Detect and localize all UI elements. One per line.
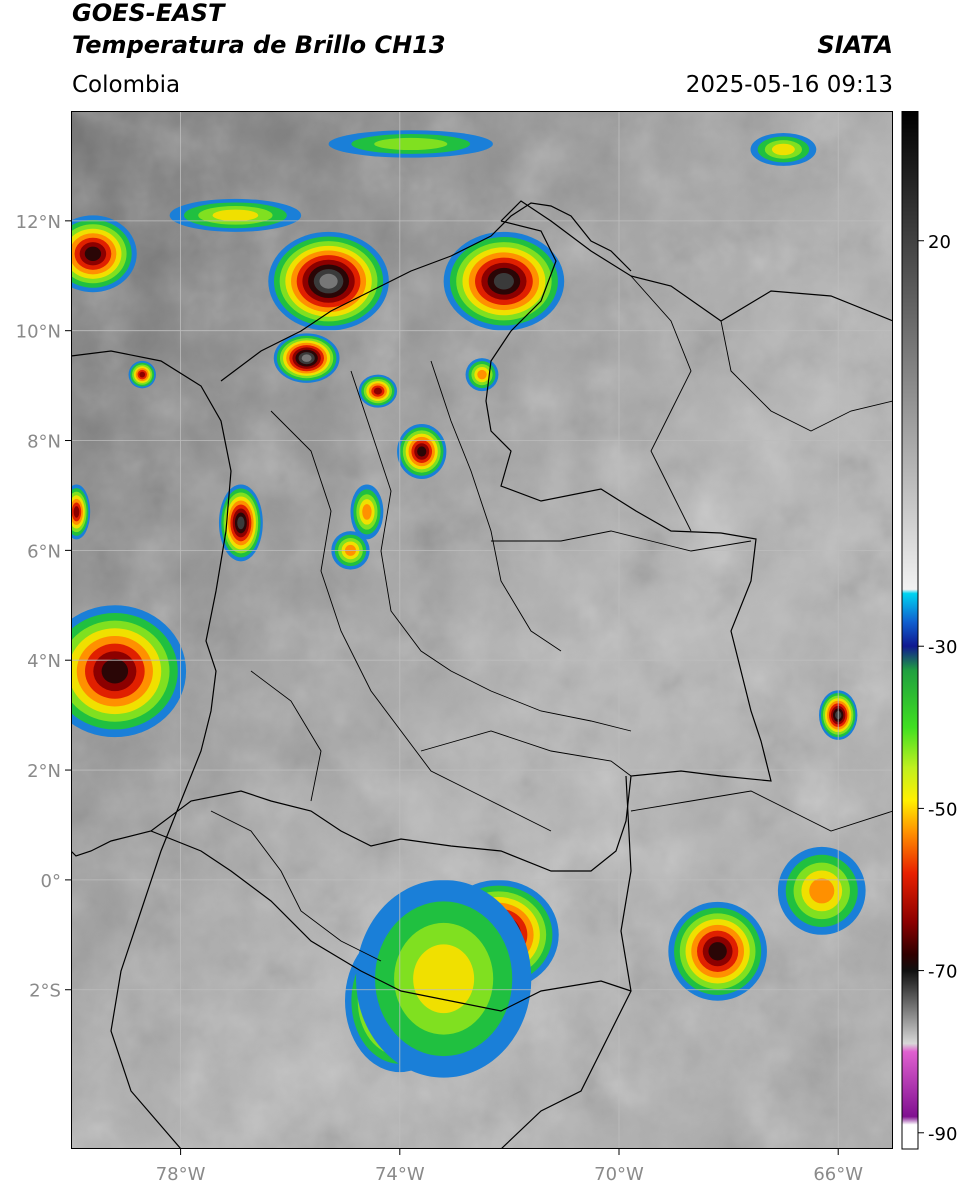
storm-cell [71,605,187,738]
x-tick-label: 70°W [594,1164,644,1185]
storm-ring [319,273,338,289]
storm-cell [328,130,493,158]
storm-cell [443,231,565,331]
storm-ring [477,369,487,380]
storm-cell [358,374,398,408]
storm-cell [465,358,499,392]
region-label: Colombia [72,72,181,98]
borders [71,200,893,1149]
product-title: Temperatura de Brillo CH13 [72,31,446,59]
storm-ring [809,878,835,904]
storm-cell [268,231,389,331]
department-lines-7 [210,810,382,962]
department-lines-3 [430,360,562,652]
storm-cell [169,198,302,232]
storm-ring [237,516,245,530]
storm-cell [350,484,384,540]
storm-cell [71,484,91,540]
storm-ring [771,143,795,156]
brazil-states [630,790,893,832]
satellite-map [71,111,893,1149]
colorbar-tick-label: -70 [928,962,957,983]
y-tick-label: 12°N [16,212,61,233]
storm-ring [374,137,448,151]
y-tick-label: 4°N [27,651,61,672]
colombia-border [71,220,772,872]
y-tick-label: 8°N [27,432,61,453]
y-tick-label: 6°N [27,541,61,562]
y-tick-label: 2°S [29,981,61,1002]
department-lines-6 [250,670,322,802]
graticule [71,111,893,1149]
storm-ring [73,506,80,518]
storm-ring [417,446,427,457]
storm-cells [71,130,866,1078]
storm-ring [373,387,382,395]
storm-ring [84,246,102,261]
storm-cell [750,132,817,166]
storm-cell [777,846,866,935]
colorbar-tick-label: -50 [928,799,957,820]
y-tick-label: 2°N [27,761,61,782]
department-lines-1 [270,410,552,832]
storm-cell [397,424,447,479]
storm-ring [362,504,372,520]
storm-cell [273,333,340,383]
storm-cell [71,215,137,293]
venezuela-states [630,275,893,532]
department-lines-5 [420,730,632,777]
colombia-venezuela-border [500,200,893,322]
storm-cell [355,879,532,1078]
colorbar-tick-label: -90 [928,1124,957,1145]
brand-label: SIATA [817,31,893,59]
department-lines-2 [350,370,632,732]
colorbar-tick-label: -30 [928,637,957,658]
coastline-caribbean [220,202,632,382]
storm-cell [218,484,263,562]
storm-ring [301,354,312,362]
x-tick-label: 78°W [156,1164,206,1185]
colorbar-tick-label: 20 [928,232,951,253]
satellite-title: GOES-EAST [72,0,225,27]
storm-ring [212,209,259,222]
department-lines-4 [491,530,752,552]
storm-ring [708,942,727,961]
x-tick-label: 74°W [375,1164,425,1185]
storm-ring [139,371,146,378]
storm-cell [668,901,767,1001]
storm-cell [128,360,156,389]
colorbar-gradient [901,111,919,1150]
storm-ring [493,273,514,290]
storm-ring [413,944,475,1014]
timestamp-label: 2025-05-16 09:13 [685,72,893,98]
colorbar: 20 -30 -50 -70 -90 [901,111,957,1150]
storm-ring [101,658,129,684]
y-tick-label: 0° [41,871,61,892]
coastline-pacific [71,350,232,1149]
colombia-peru-border [150,830,632,1012]
y-tick-label: 10°N [16,322,61,343]
x-tick-label: 66°W [813,1164,863,1185]
